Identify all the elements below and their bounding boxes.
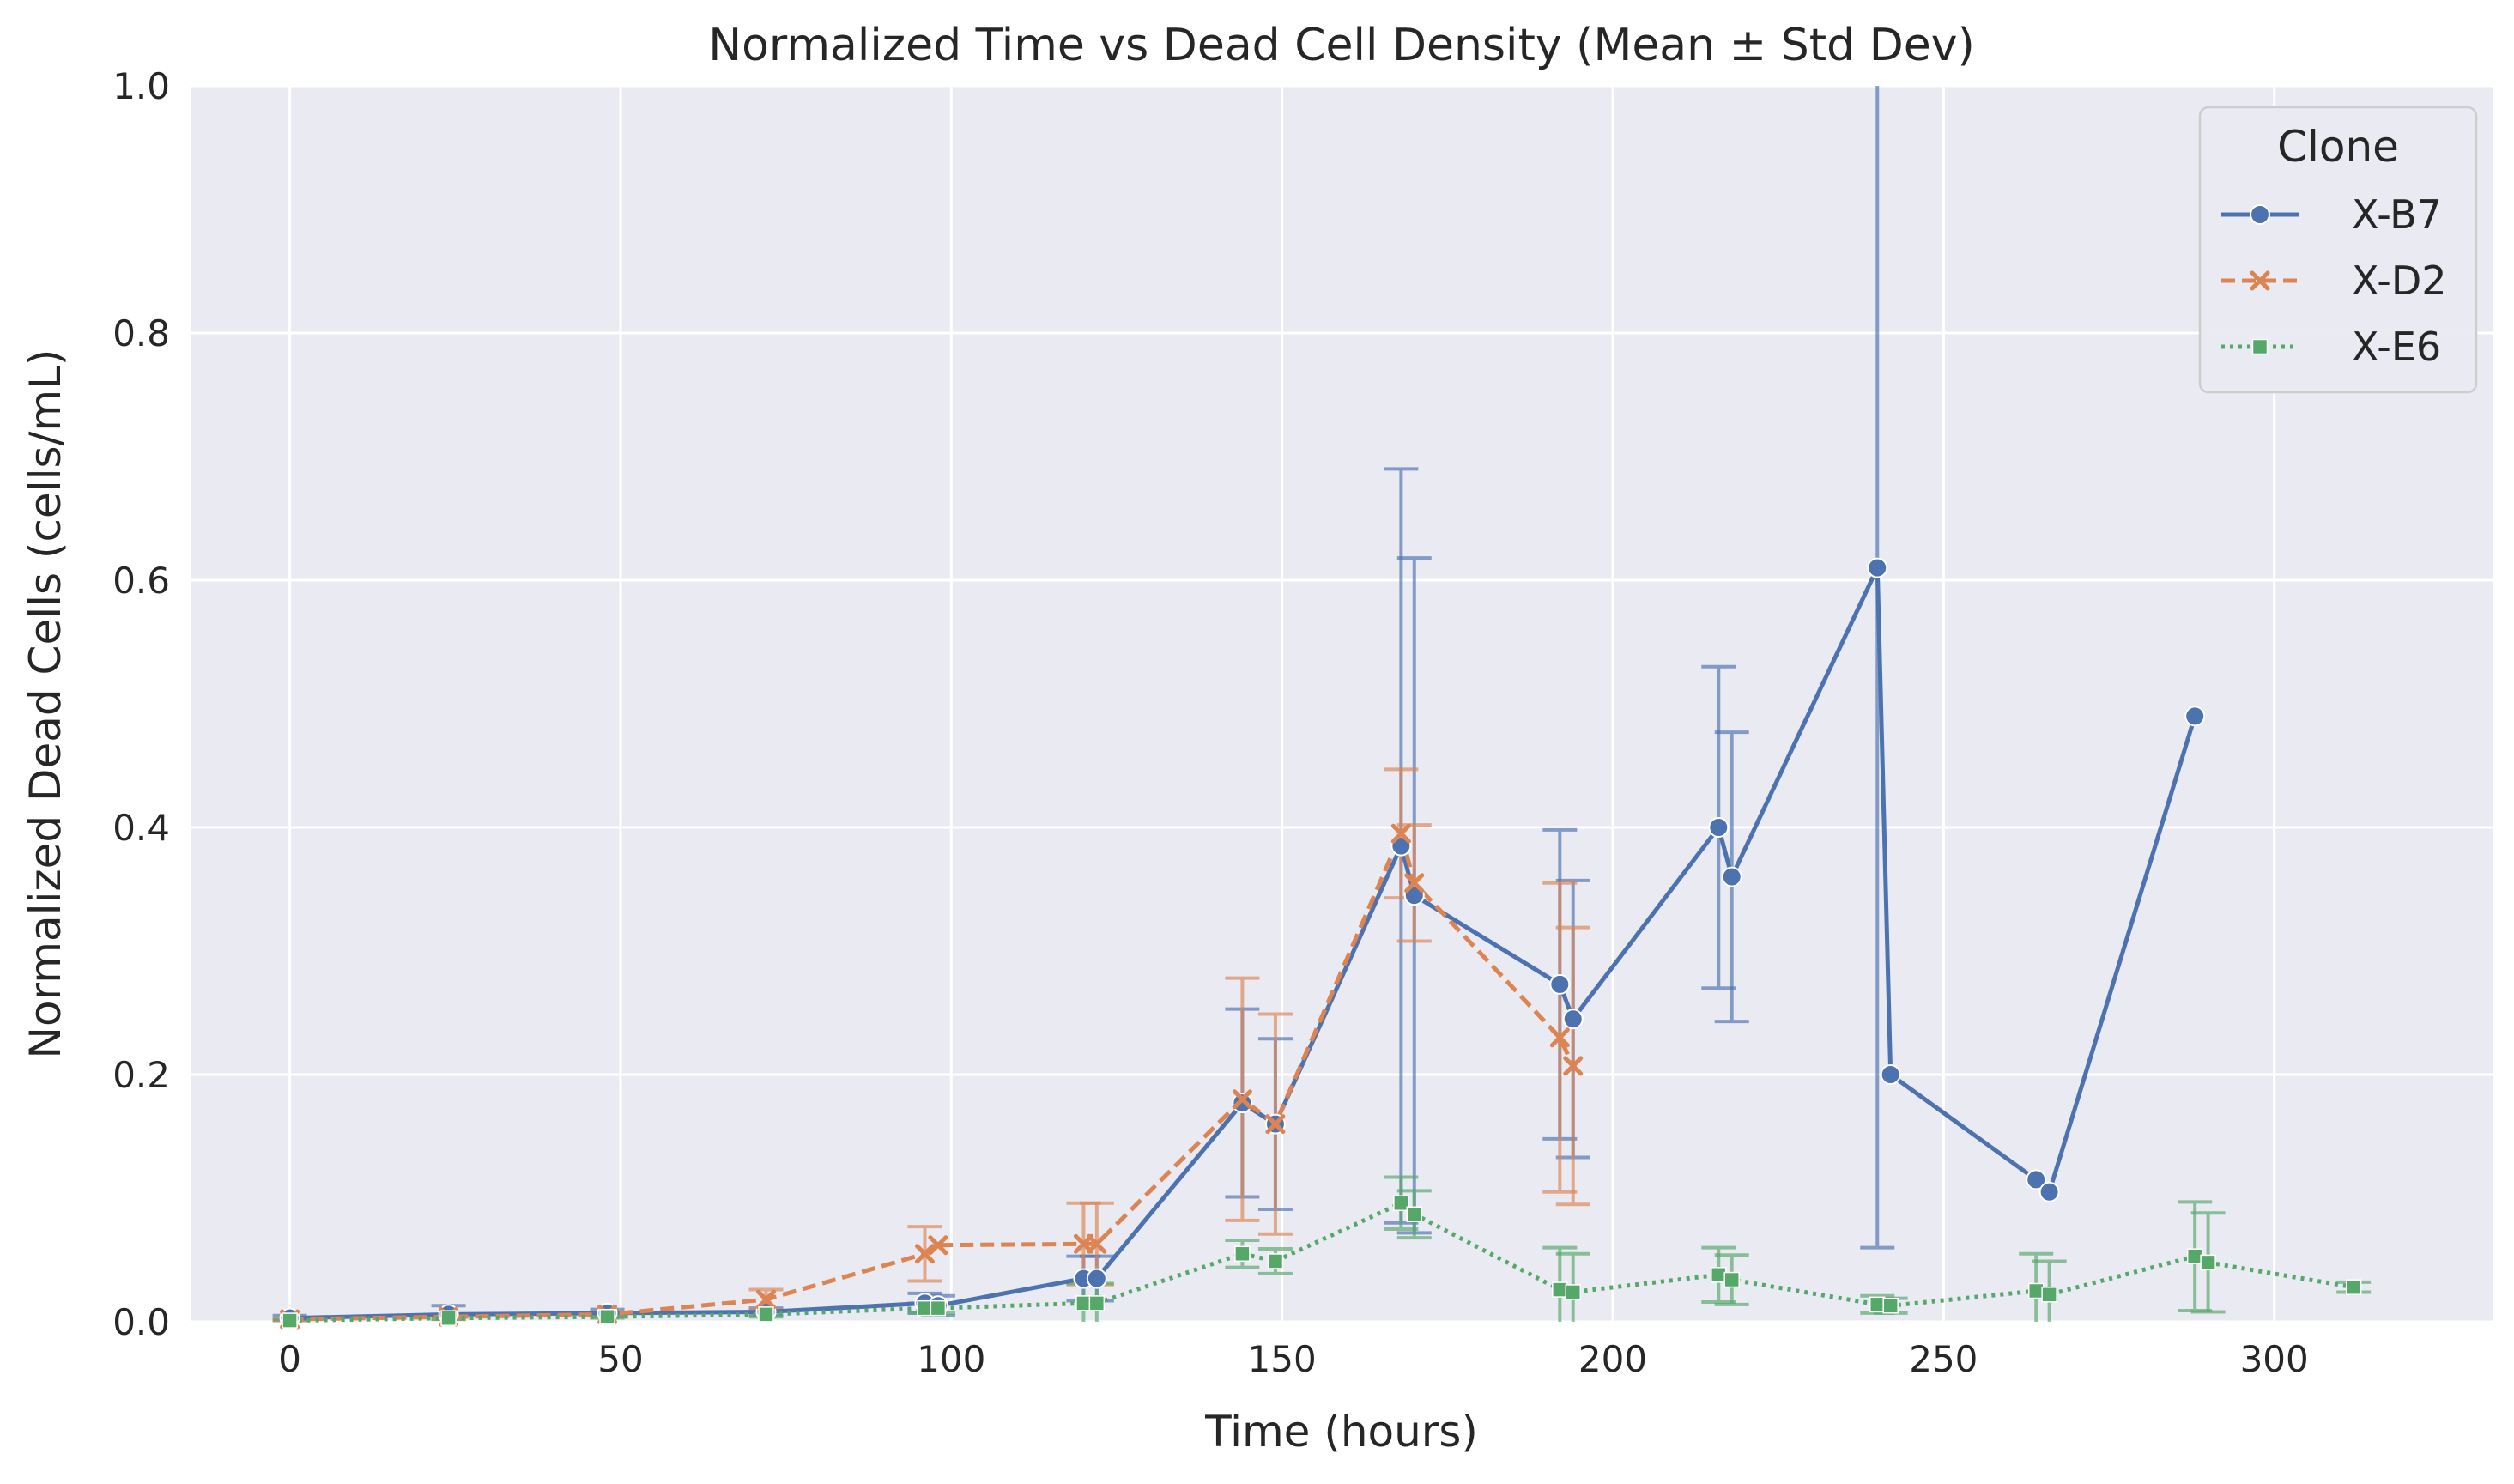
data-point — [1867, 557, 1888, 578]
tick-labels: 0 50 100 150 200 250 300 0.0 0.2 0.4 0.6 0.8 1.0 — [112, 65, 2309, 1380]
data-point — [1880, 1064, 1901, 1085]
series-line — [289, 831, 1575, 1322]
data-point — [917, 1299, 933, 1317]
data-point — [2184, 706, 2206, 727]
y-tick-label: 0.4 — [112, 807, 170, 849]
data-point — [2027, 1282, 2045, 1299]
data-point — [1232, 1089, 1252, 1110]
data-point — [1390, 823, 1411, 844]
data-point — [440, 1310, 457, 1326]
x-tick-label: 150 — [1248, 1338, 1317, 1380]
data-point — [1404, 873, 1425, 893]
data-point — [1711, 1267, 1727, 1283]
y-tick-label: 0.2 — [112, 1054, 170, 1096]
data-point — [1721, 866, 1742, 887]
error-bar — [1860, 86, 1895, 1250]
data-point — [1552, 1281, 1568, 1298]
data-point — [914, 1244, 935, 1264]
plot-background — [191, 86, 2493, 1322]
data-point — [2200, 1254, 2216, 1271]
legend-title: Clone — [2277, 122, 2399, 172]
data-point — [1882, 1298, 1899, 1314]
data-point — [599, 1308, 615, 1325]
y-tick-label: 0.8 — [112, 312, 170, 354]
series-markers — [279, 557, 2362, 1330]
data-point — [1075, 1295, 1092, 1311]
data-point — [2038, 1181, 2060, 1202]
data-point — [1708, 817, 1730, 838]
data-point — [1086, 1268, 1107, 1289]
x-tick-label: 0 — [278, 1338, 301, 1380]
x-tick-label: 300 — [2240, 1338, 2309, 1380]
x-axis-label: Time (hours) — [1204, 1407, 1478, 1457]
data-point — [1869, 1296, 1886, 1313]
grid — [191, 84, 2493, 1323]
legend-marker — [2250, 270, 2270, 291]
data-point — [1393, 1195, 1409, 1212]
data-point — [2041, 1287, 2057, 1303]
legend-label: X-E6 — [2352, 324, 2441, 370]
y-tick-label: 0.0 — [112, 1301, 170, 1343]
legend-label: X-B7 — [2352, 191, 2442, 238]
data-point — [2026, 1169, 2047, 1190]
y-tick-label: 0.6 — [112, 560, 170, 602]
data-point — [756, 1289, 776, 1310]
data-point — [758, 1306, 774, 1323]
data-point — [282, 1312, 298, 1329]
legend-label: X-D2 — [2352, 257, 2447, 304]
data-point — [1087, 1233, 1107, 1254]
data-point — [1723, 1271, 1740, 1288]
data-point — [1549, 1027, 1570, 1048]
legend-frame — [2198, 106, 2478, 394]
data-point — [1232, 1093, 1253, 1114]
data-point — [1563, 1056, 1584, 1076]
legend-marker — [2250, 204, 2270, 225]
data-point — [930, 1299, 947, 1317]
data-point — [1565, 1284, 1581, 1300]
data-point — [1549, 973, 1571, 995]
x-tick-label: 50 — [597, 1338, 643, 1380]
y-axis-label: Normalized Dead Cells (cells/mL) — [21, 349, 70, 1059]
legend: Clone X-B7 X-D2 X-E6 — [2198, 106, 2478, 394]
x-tick-label: 200 — [1578, 1338, 1647, 1380]
data-point — [928, 1235, 948, 1256]
data-point — [1234, 1245, 1251, 1263]
legend-marker — [2251, 338, 2269, 355]
x-tick-label: 250 — [1909, 1338, 1978, 1380]
data-point — [2186, 1248, 2203, 1264]
data-point — [1562, 1009, 1584, 1030]
chart-title: Normalized Time vs Dead Cell Density (Me… — [708, 20, 1975, 71]
x-tick-label: 100 — [917, 1338, 985, 1380]
data-point — [1267, 1253, 1284, 1269]
data-point — [1406, 1206, 1423, 1222]
data-point — [1088, 1295, 1106, 1311]
data-point — [1265, 1114, 1286, 1135]
data-point — [2345, 1279, 2362, 1295]
y-tick-label: 1.0 — [112, 65, 170, 107]
